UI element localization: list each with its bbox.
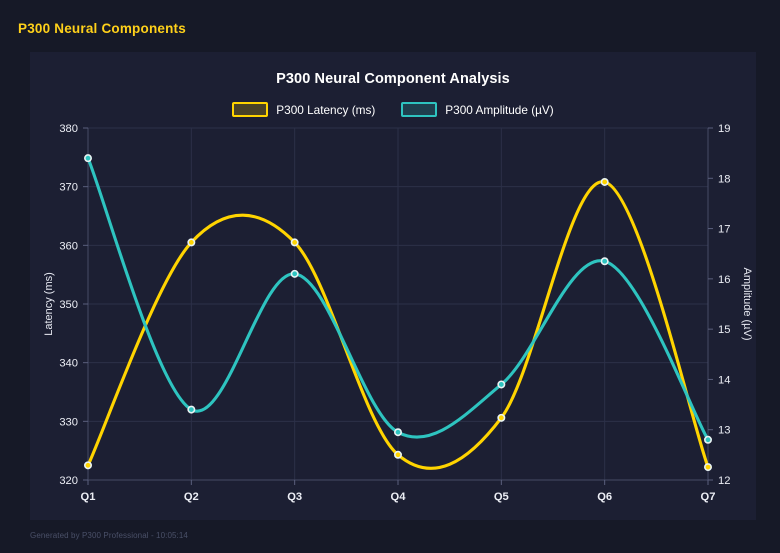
left-axis-tick-label: 340 <box>59 358 78 370</box>
x-axis-tick-label: Q3 <box>287 491 302 503</box>
right-axis-tick-label: 13 <box>718 425 730 437</box>
left-axis-tick-label: 330 <box>59 416 78 428</box>
right-axis-tick-label: 16 <box>718 274 730 286</box>
right-axis-tick-label: 19 <box>718 123 730 135</box>
page-title: P300 Neural Components <box>18 21 186 36</box>
legend-label-amplitude: P300 Amplitude (µV) <box>445 102 554 117</box>
left-axis-tick-label: 380 <box>59 123 78 135</box>
x-axis-tick-label: Q6 <box>597 491 612 503</box>
chart-legend: P300 Latency (ms) P300 Amplitude (µV) <box>30 102 756 117</box>
left-axis-ticks: 320 330 340 350 360 370 380 <box>59 123 88 487</box>
left-axis-tick-label: 350 <box>59 299 78 311</box>
left-axis-tick-label: 320 <box>59 475 78 487</box>
axis-titles-group: Latency (ms) Amplitude (µV) <box>43 268 753 341</box>
chart-card: P300 Neural Component Analysis P300 Late… <box>30 52 756 520</box>
series-group <box>83 154 712 472</box>
right-axis-title: Amplitude (µV) <box>741 268 753 341</box>
right-axis-tick-label: 18 <box>718 173 730 185</box>
x-axis-ticks: Q1 Q2 Q3 Q4 Q5 Q6 Q7 <box>81 480 716 503</box>
x-axis-tick-label: Q5 <box>494 491 509 503</box>
series-data-point[interactable] <box>600 177 609 186</box>
series-data-point[interactable] <box>600 257 609 266</box>
series-data-point[interactable] <box>703 463 712 472</box>
x-axis-tick-label: Q1 <box>81 491 96 503</box>
series-data-point[interactable] <box>703 435 712 444</box>
footer-note: Generated by P300 Professional - 10:05:1… <box>30 531 188 540</box>
series-data-point[interactable] <box>83 154 92 163</box>
right-axis-tick-label: 15 <box>718 324 730 336</box>
right-axis-tick-label: 12 <box>718 475 730 487</box>
legend-item-latency[interactable]: P300 Latency (ms) <box>232 102 375 117</box>
series-data-point[interactable] <box>393 428 402 437</box>
legend-label-latency: P300 Latency (ms) <box>276 102 376 117</box>
x-axis-tick-label: Q7 <box>701 491 716 503</box>
series-data-point[interactable] <box>393 450 402 459</box>
gridlines-group <box>87 127 709 481</box>
legend-swatch-latency <box>232 102 269 117</box>
series-data-point[interactable] <box>290 238 299 247</box>
series-data-point[interactable] <box>497 413 506 422</box>
plot-svg: 320 330 340 350 360 370 380 12 13 14 15 16 17 18 19 Q… <box>43 123 753 503</box>
series-data-point[interactable] <box>187 238 196 247</box>
right-axis-ticks: 12 13 14 15 16 17 18 19 <box>708 123 730 487</box>
left-axis-tick-label: 370 <box>59 182 78 194</box>
right-axis-tick-label: 14 <box>718 374 730 386</box>
legend-swatch-amplitude <box>401 102 438 117</box>
series-data-point[interactable] <box>497 380 506 389</box>
series-data-point[interactable] <box>187 405 196 414</box>
chart-title: P300 Neural Component Analysis <box>276 71 510 87</box>
x-axis-tick-label: Q4 <box>391 491 407 503</box>
series-data-point[interactable] <box>290 269 299 278</box>
plot-area[interactable]: 320 330 340 350 360 370 380 12 13 14 15 16 17 18 19 Q… <box>30 52 756 520</box>
right-axis-tick-label: 17 <box>718 224 730 236</box>
series-data-point[interactable] <box>83 461 92 470</box>
left-axis-tick-label: 360 <box>59 240 78 252</box>
x-axis-tick-label: Q2 <box>184 491 199 503</box>
legend-item-amplitude[interactable]: P300 Amplitude (µV) <box>401 102 554 117</box>
left-axis-title: Latency (ms) <box>43 272 55 336</box>
